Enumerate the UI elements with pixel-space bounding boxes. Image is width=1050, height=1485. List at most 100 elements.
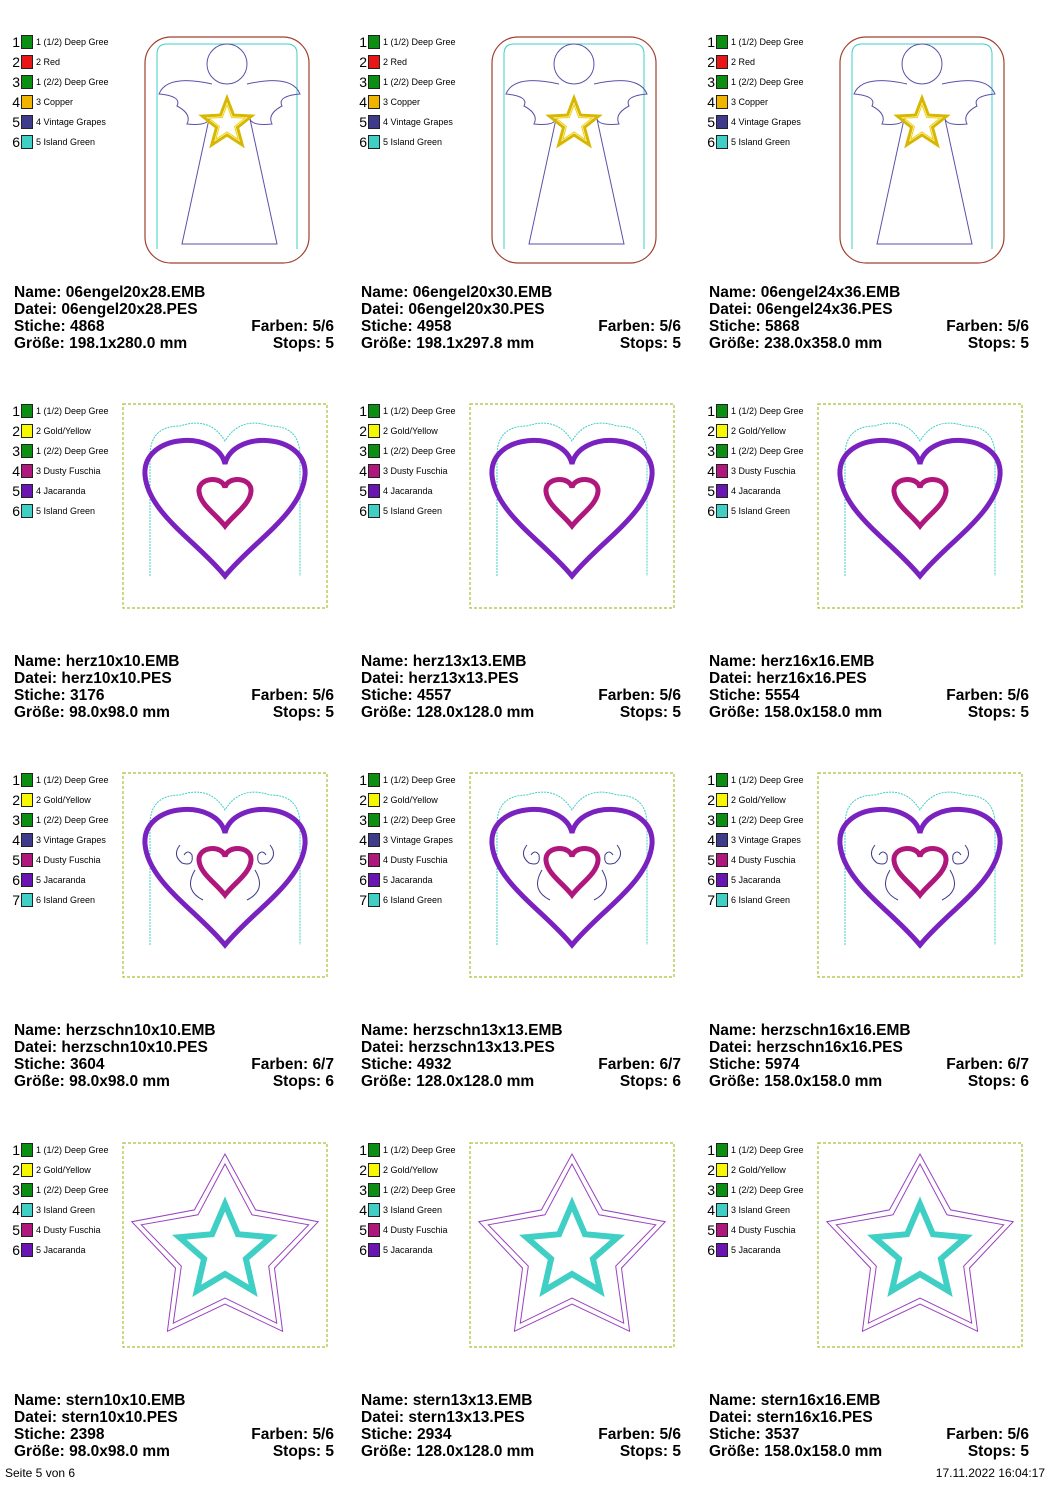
legend-row: 6 5 Island Green [705,501,804,521]
color-swatch [368,1183,380,1197]
legend-row: 3 1 (2/2) Deep Gree [357,441,456,461]
color-swatch [716,1203,728,1217]
color-swatch [716,115,728,129]
file-line: Datei: herzschn16x16.PES [709,1039,1029,1056]
color-step-number: 5 [707,852,715,868]
thread-name: 1 (1/2) Deep Gree [731,37,804,47]
color-count: 5/6 [1007,687,1029,704]
color-swatch [21,95,33,109]
name-label: Name: [14,1392,62,1409]
name-line: Name: herz13x13.EMB [361,653,681,670]
thread-name: 4 Dusty Fuschia [36,1225,101,1235]
stitch-count: 4557 [417,687,452,704]
inner-heart [196,846,254,900]
stop-count: 5 [325,335,334,352]
stitches-line: Stiche: 5974 Farben: 6/7 [709,1056,1029,1073]
stitches-line: Stiche: 4868 Farben: 5/6 [14,318,334,335]
legend-row: 1 1 (1/2) Deep Gree [10,770,108,790]
legend-row: 3 1 (2/2) Deep Gree [357,72,455,92]
stitches-label: Stiche: [14,1056,66,1073]
print-timestamp: 17.11.2022 16:04:17 [935,1466,1045,1480]
color-step-number: 7 [359,892,367,908]
thread-name: 2 Gold/Yellow [383,1165,438,1175]
color-step-number: 6 [707,872,715,888]
design-size: 128.0x128.0 mm [416,1073,535,1090]
legend-row: 1 1 (1/2) Deep Gree [357,32,455,52]
color-step-number: 3 [707,443,715,459]
color-step-number: 1 [707,34,715,50]
legend-row: 2 2 Gold/Yellow [705,790,804,810]
design-name: herzschn13x13.EMB [412,1022,563,1039]
file-label: Datei: [709,670,753,687]
thread-name: 1 (2/2) Deep Gree [383,446,456,456]
stitch-count: 4932 [417,1056,452,1073]
stop-count: 5 [672,1443,681,1460]
color-step-number: 7 [707,892,715,908]
size-line: Größe: 98.0x98.0 mm Stops: 5 [14,704,334,721]
design-info: Name: herzschn13x13.EMB Datei: herzschn13… [361,1022,681,1090]
thread-name: 1 (1/2) Deep Gree [731,406,804,416]
hoop-frame [469,1142,675,1348]
name-line: Name: herzschn13x13.EMB [361,1022,681,1039]
legend-row: 4 3 Vintage Grapes [705,830,804,850]
stitch-count: 3537 [765,1426,800,1443]
design-file: herzschn13x13.PES [408,1039,555,1056]
name-label: Name: [361,284,409,301]
color-swatch [21,893,33,907]
color-step-number: 1 [359,772,367,788]
legend-row: 2 2 Red [10,52,109,72]
inner-heart [543,846,601,900]
color-step-number: 1 [707,1142,715,1158]
legend-row: 4 3 Island Green [357,1200,456,1220]
design-preview [120,401,330,616]
color-swatch [368,833,380,847]
thread-name: 3 Copper [383,97,421,107]
file-line: Datei: 06engel20x28.PES [14,301,334,318]
design-file: 06engel24x36.PES [756,301,893,318]
stops-label: Stops: [967,335,1017,352]
star-shape [545,93,603,149]
color-step-number: 3 [359,74,367,90]
file-line: Datei: herzschn13x13.PES [361,1039,681,1056]
file-line: Datei: 06engel20x30.PES [361,301,681,318]
stop-count: 5 [1020,704,1029,721]
legend-row: 6 5 Jacaranda [705,870,804,890]
thread-color-legend: 1 1 (1/2) Deep Gree 2 2 Gold/Yellow 3 1 (2/2)… [705,401,804,521]
color-swatch [21,813,33,827]
thread-name: 6 Island Green [383,895,443,905]
name-label: Name: [709,1392,757,1409]
name-line: Name: stern16x16.EMB [709,1392,1029,1409]
legend-row: 6 5 Island Green [10,132,109,152]
color-swatch [368,1243,380,1257]
color-swatch [368,35,380,49]
color-swatch [21,773,33,787]
color-swatch [716,773,728,787]
stitches-label: Stiche: [361,318,413,335]
thread-name: 5 Jacaranda [36,1245,86,1255]
thread-name: 1 (1/2) Deep Gree [36,37,109,47]
color-step-number: 3 [707,812,715,828]
thread-name: 1 (2/2) Deep Gree [36,1185,109,1195]
file-label: Datei: [361,1409,405,1426]
stop-count: 6 [1020,1073,1029,1090]
color-swatch [21,424,33,438]
legend-row: 5 4 Jacaranda [357,481,456,501]
design-info: Name: herzschn10x10.EMB Datei: herzschn10… [14,1022,334,1090]
stops-label: Stops: [272,1443,322,1460]
color-step-number: 3 [12,1182,20,1198]
thread-name: 1 (2/2) Deep Gree [36,446,109,456]
legend-row: 5 4 Jacaranda [10,481,109,501]
legend-row: 1 1 (1/2) Deep Gree [357,1140,455,1160]
thread-color-legend: 1 1 (1/2) Deep Gree 2 2 Red 3 1 (2/2) Deep Gr… [357,32,455,152]
thread-name: 4 Jacaranda [36,486,86,496]
file-label: Datei: [709,1409,753,1426]
thread-name: 5 Jacaranda [731,875,781,885]
legend-row: 1 1 (1/2) Deep Gree [357,401,455,421]
stop-count: 5 [325,1443,334,1460]
color-step-number: 4 [359,463,367,479]
thread-name: 1 (1/2) Deep Gree [383,775,456,785]
name-line: Name: 06engel20x30.EMB [361,284,681,301]
design-size: 98.0x98.0 mm [69,1443,170,1460]
legend-row: 4 3 Island Green [705,1200,804,1220]
size-line: Größe: 158.0x158.0 mm Stops: 6 [709,1073,1029,1090]
